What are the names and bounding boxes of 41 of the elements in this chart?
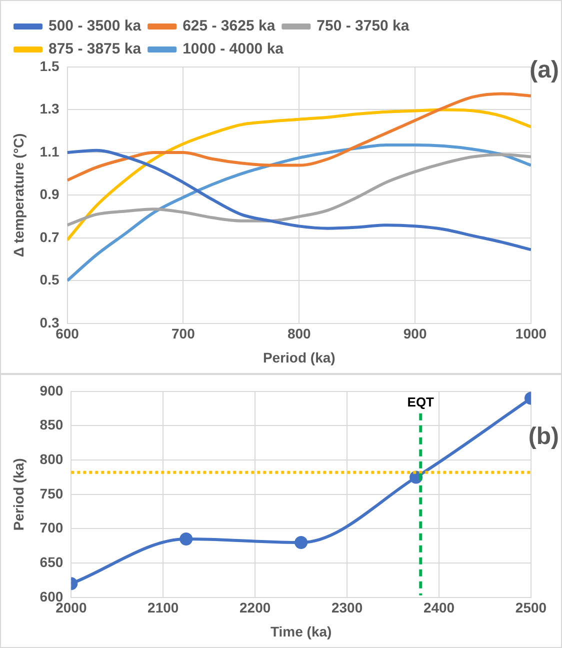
x-tick-label: 2400: [423, 600, 455, 616]
y-tick-label: 900: [40, 382, 64, 398]
annotation: (b): [528, 423, 559, 450]
legend-label: 875 - 3875 ka: [48, 40, 142, 58]
x-tick-label: 2300: [331, 600, 363, 616]
y-tick-label: 1.5: [40, 58, 60, 74]
y-tick-label: 0.9: [40, 186, 60, 202]
point: [294, 536, 308, 549]
x-tick-label: 2500: [515, 600, 547, 616]
legend-label: 750 - 3750 ka: [316, 18, 410, 35]
x-tick-label: 700: [172, 326, 196, 342]
y-tick-label: 1.1: [40, 143, 60, 160]
line-series: [67, 143, 531, 282]
y-tick-label: 850: [40, 416, 64, 433]
legend-label: 1000 - 4000 ka: [182, 40, 284, 58]
line-series: [67, 153, 531, 227]
ref-line-label: EQT: [407, 394, 434, 410]
line-series: [67, 148, 531, 252]
x-tick-label: 2100: [148, 600, 179, 616]
y-tick-label: 650: [40, 554, 64, 570]
y-tick-label: 800: [40, 450, 64, 467]
y-tick-label: 600: [40, 588, 64, 604]
y-tick-label: 750: [40, 485, 64, 502]
legend-label: 500 - 3500 ka: [48, 18, 142, 35]
y-axis-title: Δ temperature (°C): [10, 133, 26, 258]
y-tick-label: 0.3: [40, 314, 60, 330]
y-axis-title: Period (ka): [10, 458, 26, 531]
x-axis-title: Time (ka): [270, 623, 332, 640]
y-tick-label: 0.7: [40, 228, 60, 245]
y-tick-label: 700: [40, 520, 64, 536]
x-tick-label: 1000: [515, 326, 547, 342]
annotation: (a): [530, 56, 559, 84]
x-tick-label: 800: [287, 326, 312, 342]
y-tick-label: 0.5: [40, 272, 60, 288]
line-series: [67, 92, 531, 182]
x-tick-label: 900: [403, 326, 427, 342]
line-series: [67, 108, 531, 242]
y-tick-label: 1.3: [40, 100, 60, 117]
x-tick-label: 2200: [240, 600, 271, 616]
legend-label: 625 - 3625 ka: [182, 18, 276, 35]
x-axis-title: Period (ka): [262, 349, 336, 366]
